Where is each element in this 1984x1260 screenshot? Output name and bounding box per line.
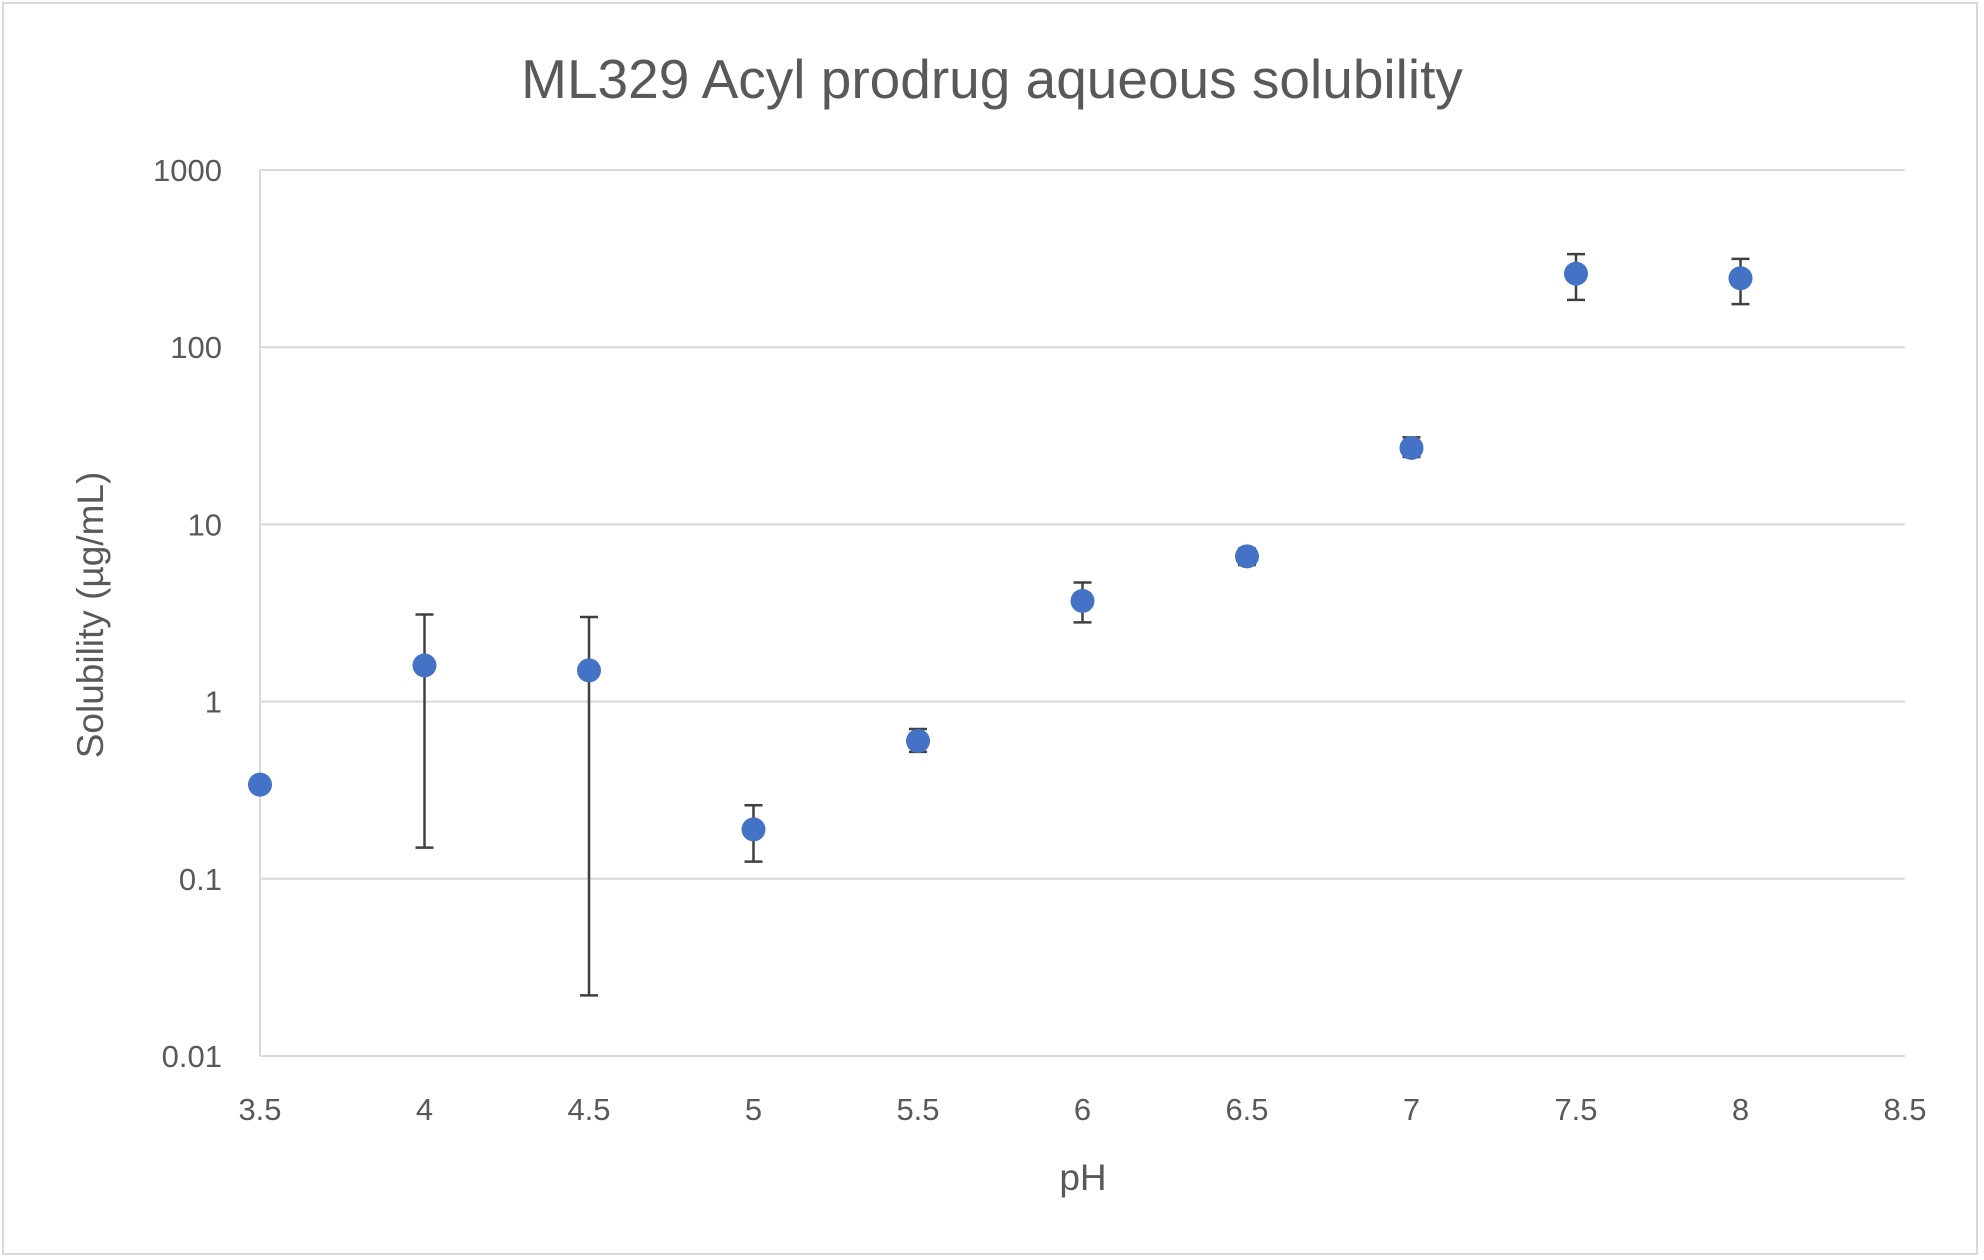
data-point: [1564, 261, 1588, 286]
x-tick-label: 3.5: [238, 1092, 281, 1127]
x-tick-label: 6.5: [1225, 1092, 1268, 1127]
data-point: [741, 817, 766, 842]
data-points: [248, 261, 1753, 842]
y-tick-labels: 0.01 0.1 1 10 100 1000: [153, 153, 222, 1074]
data-point: [1399, 435, 1424, 460]
error-bars: [251, 252, 1750, 997]
y-tick-label: 1000: [153, 153, 222, 188]
chart-title: ML329 Acyl prodrug aqueous solubility: [521, 48, 1463, 110]
data-point: [248, 772, 272, 797]
data-point: [906, 728, 930, 753]
data-point: [1235, 544, 1259, 569]
data-point: [577, 658, 601, 683]
x-tick-label: 8.5: [1883, 1092, 1926, 1127]
x-axis-title: pH: [1059, 1157, 1106, 1198]
y-tick-label: 1: [205, 685, 222, 720]
x-tick-label: 5: [745, 1092, 762, 1127]
x-tick-label: 7: [1403, 1092, 1420, 1127]
x-tick-label: 7.5: [1554, 1092, 1597, 1127]
x-tick-label: 4.5: [567, 1092, 610, 1127]
gridlines: [260, 169, 1905, 1057]
y-axis-title: Solubility (µg/mL): [70, 472, 111, 759]
data-point: [412, 653, 437, 678]
y-tick-label: 10: [188, 507, 222, 542]
y-tick-label: 0.01: [162, 1039, 222, 1074]
data-point: [1728, 266, 1753, 291]
error-bar: [415, 613, 434, 849]
x-tick-labels: 3.5 4 4.5 5 5.5 6 6.5 7 7.5 8 8.5: [238, 1092, 1926, 1127]
x-tick-label: 6: [1074, 1092, 1091, 1127]
y-tick-label: 0.1: [179, 862, 222, 897]
y-tick-label: 100: [170, 330, 222, 365]
x-tick-label: 4: [416, 1092, 433, 1127]
x-tick-label: 5.5: [896, 1092, 939, 1127]
x-tick-label: 8: [1732, 1092, 1749, 1127]
data-point: [1070, 588, 1095, 613]
